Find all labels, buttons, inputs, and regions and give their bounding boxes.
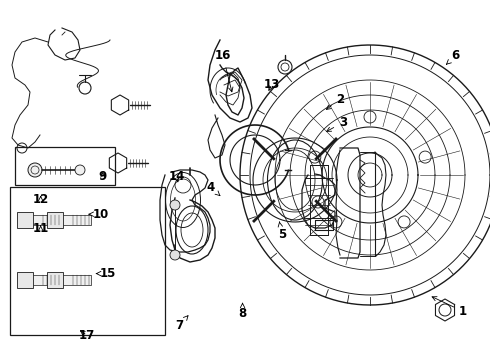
- Text: 17: 17: [79, 329, 96, 342]
- Text: 2: 2: [326, 93, 344, 109]
- Bar: [310, 165, 328, 235]
- Circle shape: [28, 163, 42, 177]
- Bar: [15, 147, 115, 185]
- Bar: [33, 275, 61, 285]
- Bar: [33, 215, 61, 225]
- Text: 13: 13: [264, 78, 280, 91]
- Text: 4: 4: [207, 181, 220, 196]
- Bar: [47, 272, 63, 288]
- Bar: [17, 272, 33, 288]
- Circle shape: [75, 165, 85, 175]
- Bar: [10, 187, 165, 335]
- Text: 15: 15: [97, 267, 116, 280]
- Text: 12: 12: [32, 193, 49, 206]
- Bar: [17, 212, 33, 228]
- Text: 6: 6: [446, 49, 460, 64]
- Text: 5: 5: [278, 222, 286, 240]
- Bar: [47, 212, 63, 228]
- Text: 3: 3: [327, 116, 347, 131]
- Text: 1: 1: [432, 297, 467, 318]
- Circle shape: [170, 200, 180, 210]
- Text: 16: 16: [215, 49, 233, 92]
- Bar: [63, 275, 91, 285]
- Text: 7: 7: [175, 316, 188, 332]
- Circle shape: [278, 60, 292, 74]
- Text: 8: 8: [239, 303, 246, 320]
- Text: 11: 11: [32, 222, 49, 235]
- Text: 14: 14: [168, 170, 185, 183]
- Text: 10: 10: [89, 208, 109, 221]
- Circle shape: [170, 250, 180, 260]
- Bar: [63, 215, 91, 225]
- Text: 9: 9: [99, 170, 107, 183]
